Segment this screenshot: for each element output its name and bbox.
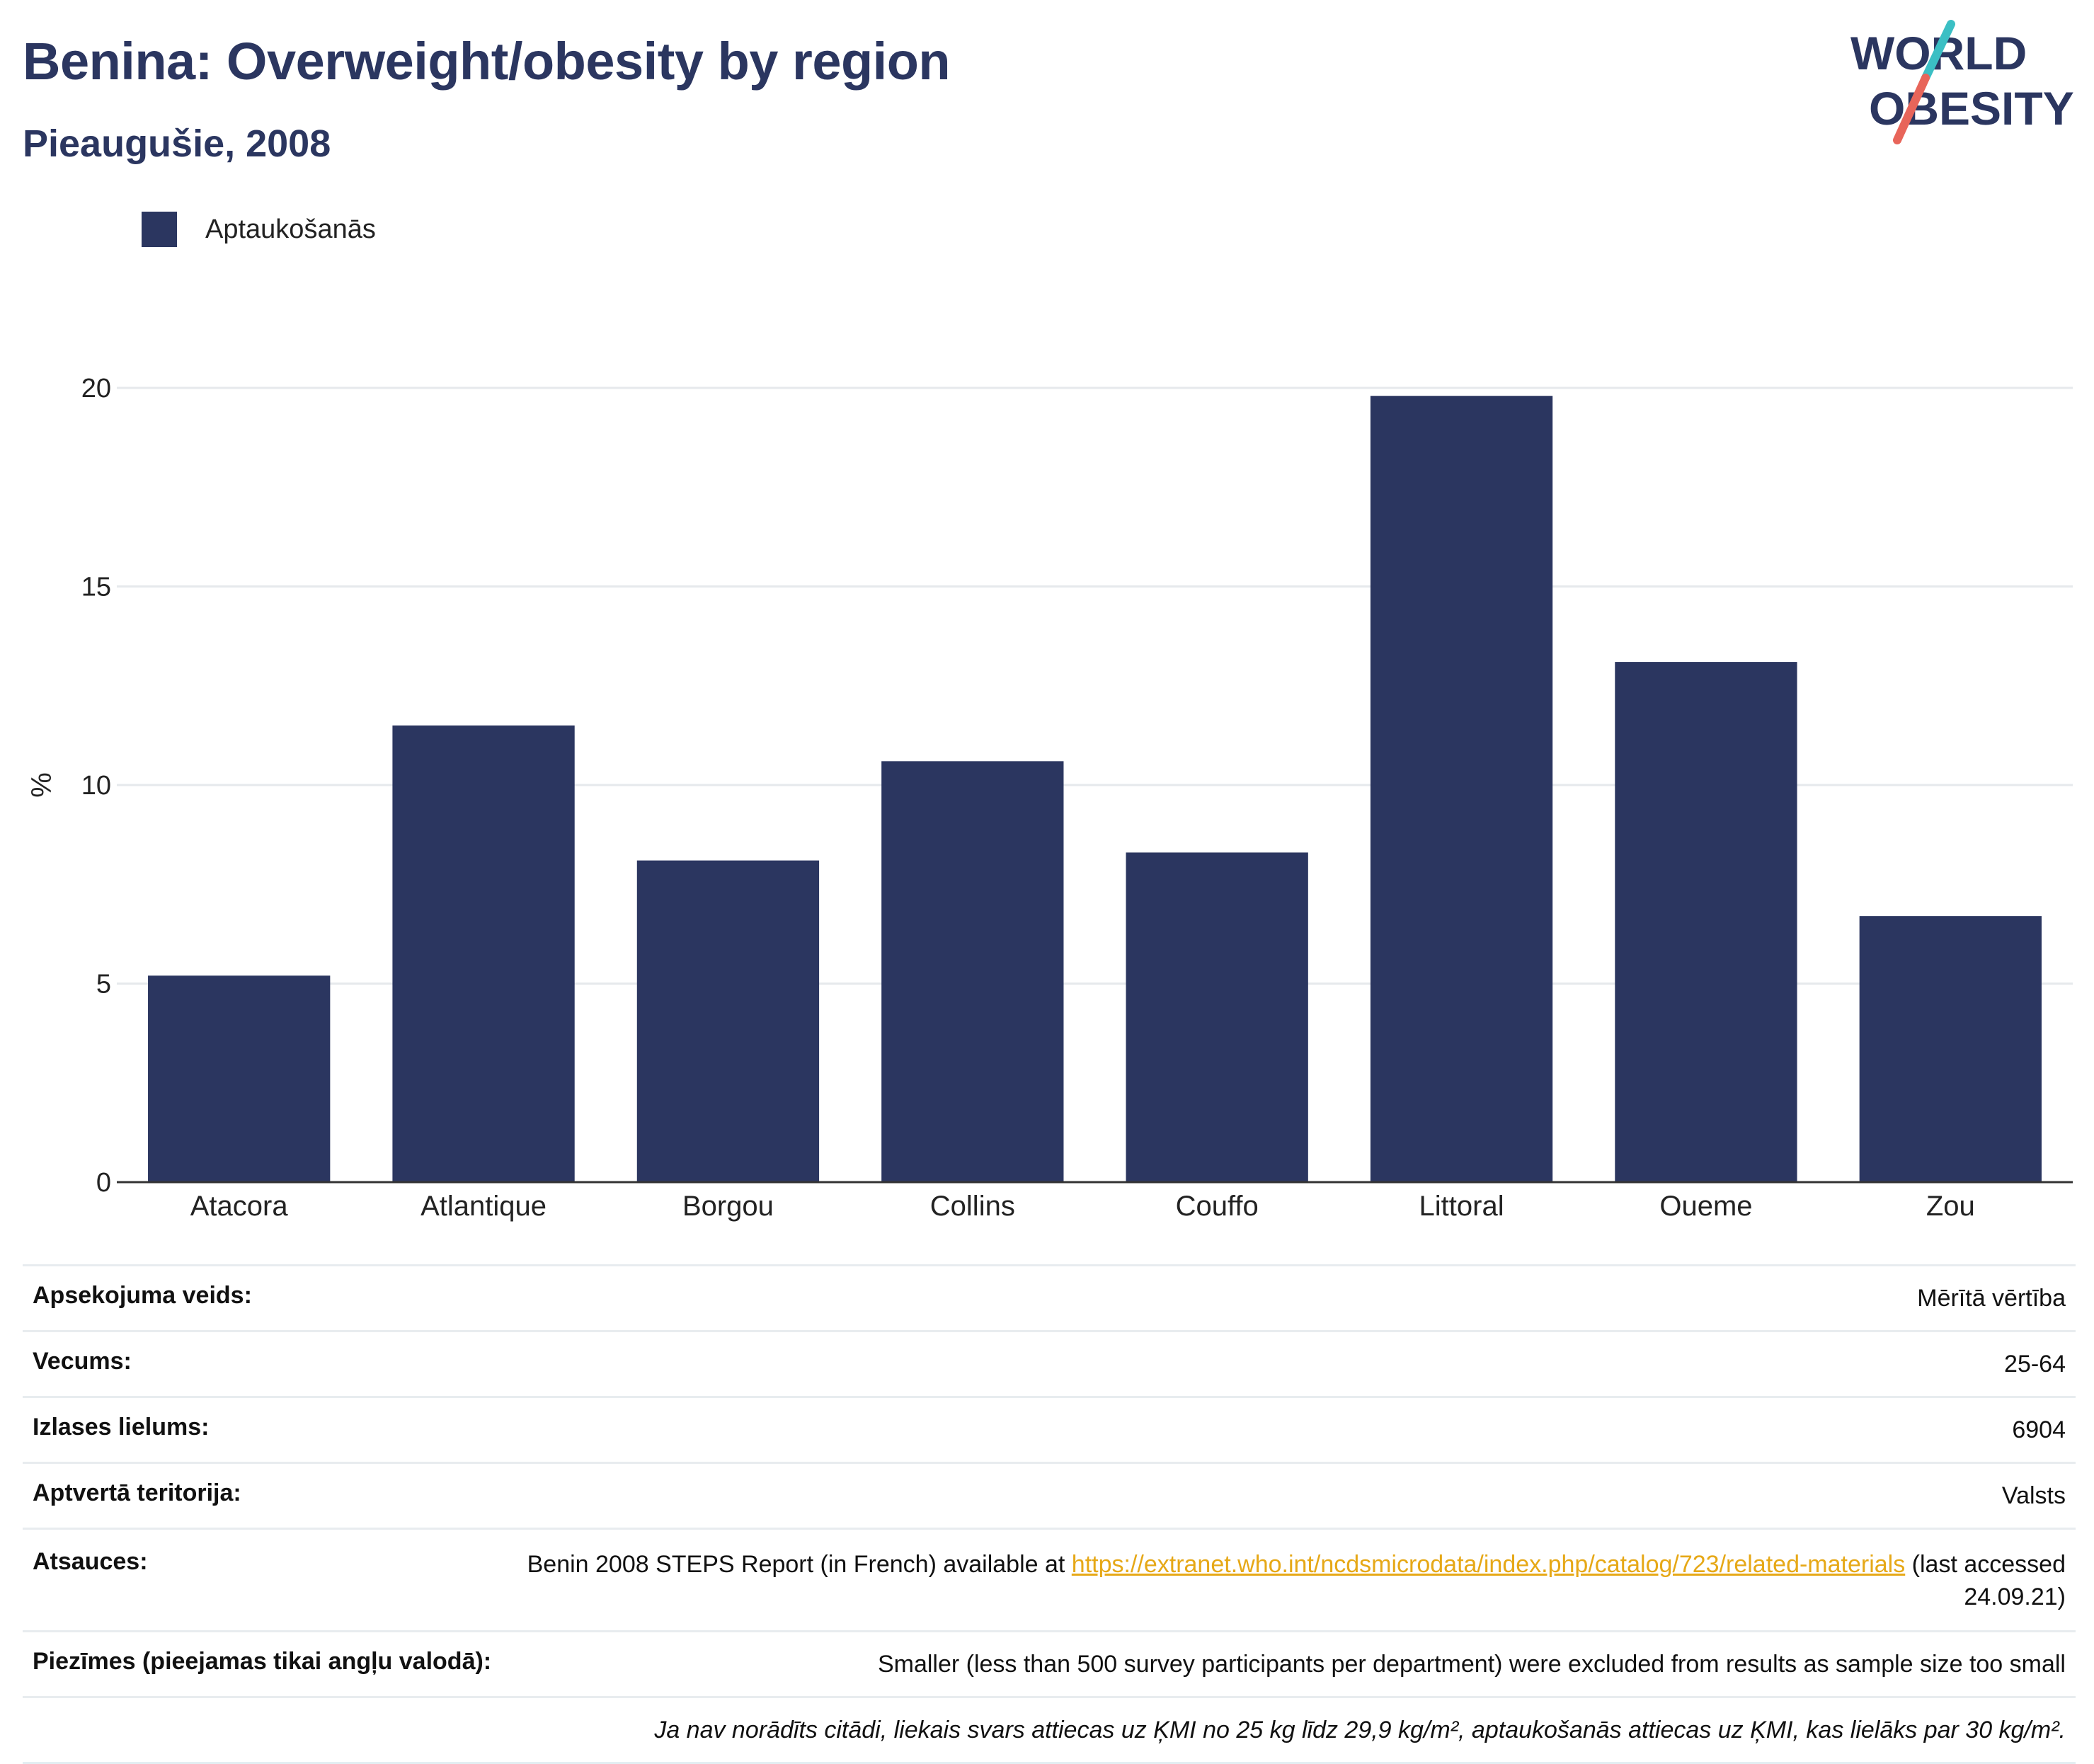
x-tick-label: Atlantique: [420, 1191, 547, 1222]
metadata-table: Apsekojuma veids: Mērītā vērtība Vecums:…: [23, 1264, 2076, 1764]
x-tick-label: Oueme: [1659, 1191, 1752, 1222]
meta-key: Vecums:: [33, 1348, 132, 1375]
y-tick-label: 5: [96, 970, 111, 1000]
bar: [148, 975, 331, 1182]
meta-key: Atsauces:: [33, 1548, 148, 1575]
meta-row-footnote: Ja nav norādīts citādi, liekais svars at…: [23, 1698, 2076, 1764]
meta-key: Izlases lielums:: [33, 1414, 210, 1441]
bar: [1615, 662, 1797, 1182]
meta-value: 25-64: [2004, 1351, 2066, 1378]
y-axis-label: %: [26, 772, 57, 798]
bar: [392, 725, 575, 1182]
meta-key: Piezīmes (pieejamas tikai angļu valodā):: [33, 1648, 492, 1675]
y-tick-label: 0: [96, 1168, 111, 1198]
meta-row-sources: Atsauces: Benin 2008 STEPS Report (in Fr…: [23, 1530, 2076, 1632]
x-tick-label: Atacora: [190, 1191, 289, 1222]
meta-value: Benin 2008 STEPS Report (in French) avai…: [508, 1548, 2066, 1613]
x-tick-label: Borgou: [682, 1191, 774, 1222]
bar-chart: 0 5 10 15 20 Atacora Atlantique Borgou Collins Co…: [26, 374, 2073, 1222]
meta-value: Mērītā vērtība: [1917, 1285, 2066, 1312]
world-obesity-logo: WORLD OBESITY: [1850, 20, 2074, 144]
footnote-text: Ja nav norādīts citādi, liekais svars at…: [654, 1717, 2066, 1743]
x-tick-label: Littoral: [1419, 1191, 1504, 1222]
chart-legend[interactable]: Aptaukošanās: [142, 210, 376, 249]
meta-value: Valsts: [2001, 1482, 2066, 1509]
source-prefix: Benin 2008 STEPS Report (in French) avai…: [527, 1551, 1072, 1578]
legend-swatch: [142, 212, 177, 247]
source-suffix: (last accessed 24.09.21): [1905, 1551, 2066, 1610]
meta-row-survey-type: Apsekojuma veids: Mērītā vērtība: [23, 1266, 2076, 1332]
chart-subtitle: Pieaugušie, 2008: [23, 122, 331, 165]
y-tick-label: 15: [81, 573, 111, 602]
x-tick-label: Couffo: [1176, 1191, 1259, 1222]
logo-slash-bottom: [1893, 74, 1930, 144]
meta-row-notes: Piezīmes (pieejamas tikai angļu valodā):…: [23, 1632, 2076, 1698]
meta-row-sample-size: Izlases lielums: 6904: [23, 1398, 2076, 1464]
x-tick-label: Collins: [930, 1191, 1015, 1222]
legend-label: Aptaukošanās: [205, 214, 376, 244]
meta-value: 6904: [2012, 1416, 2066, 1443]
source-link[interactable]: https://extranet.who.int/ncdsmicrodata/i…: [1071, 1551, 1906, 1578]
logo-slash-top: [1921, 20, 1955, 82]
bar: [636, 860, 820, 1182]
meta-value: Smaller (less than 500 survey participan…: [877, 1651, 2066, 1678]
y-tick-label: 20: [81, 374, 111, 403]
bar: [881, 761, 1064, 1182]
meta-key: Aptvertā teritorija:: [33, 1479, 241, 1506]
chart-title: Benina: Overweight/obesity by region: [23, 32, 951, 91]
y-tick-label: 10: [81, 771, 111, 801]
bar: [1859, 916, 2042, 1182]
bar: [1370, 396, 1553, 1182]
meta-row-age: Vecums: 25-64: [23, 1332, 2076, 1398]
bar: [1126, 852, 1308, 1182]
meta-row-coverage: Aptvertā teritorija: Valsts: [23, 1464, 2076, 1530]
x-tick-label: Zou: [1926, 1191, 1975, 1222]
meta-key: Apsekojuma veids:: [33, 1282, 252, 1309]
